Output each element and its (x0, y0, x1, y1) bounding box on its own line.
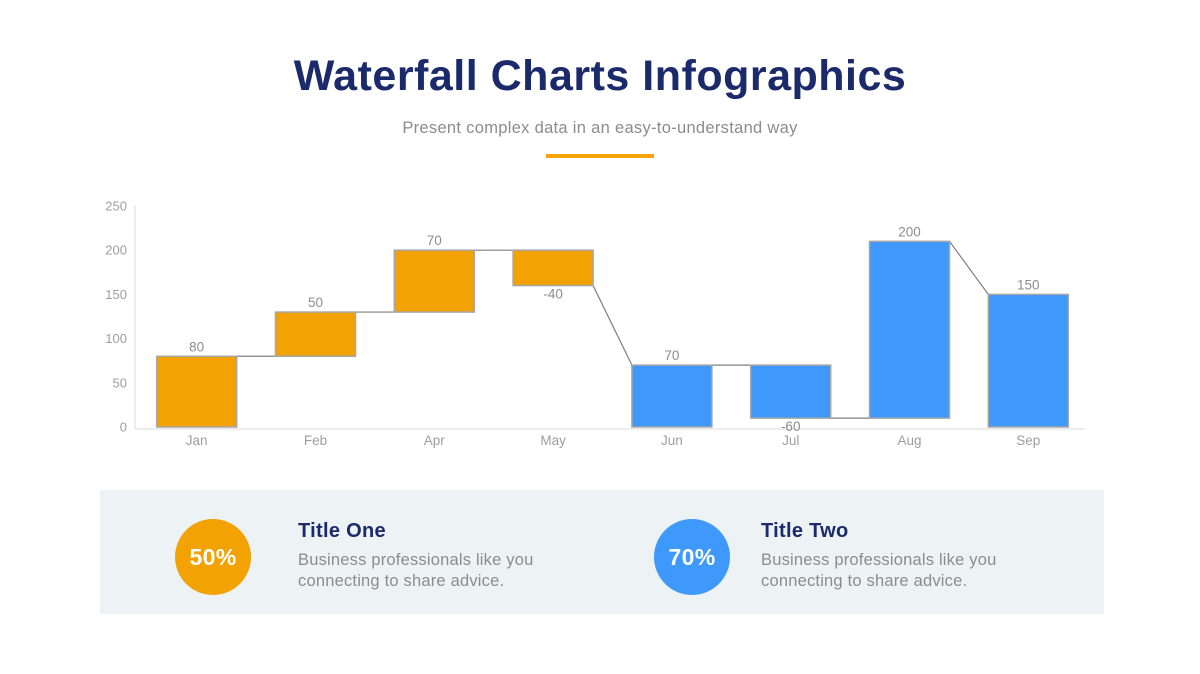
bar-apr (393, 249, 476, 313)
waterfall-chart: 0 50 100 150 200 250 80 Jan 50 Feb 70 Apr -40 May 70 Ju… (0, 188, 1200, 460)
y-tick-label: 150 (105, 287, 127, 302)
bar-value-label: -60 (781, 419, 801, 434)
x-axis-label: Jan (186, 433, 208, 448)
bar-aug (868, 240, 951, 419)
x-axis-label: Apr (424, 433, 446, 448)
percent-badge-one: 50% (175, 519, 251, 595)
y-tick-label: 250 (105, 199, 127, 214)
bar-value-label: -40 (543, 287, 563, 302)
card-two-desc-line1: Business professionals like you (761, 551, 997, 569)
x-axis-label: Aug (897, 433, 921, 448)
card-one-text: Title One Business professionals like yo… (298, 520, 533, 592)
card-one-desc-line2: connecting to share advice. (298, 572, 505, 590)
bar-value-label: 150 (1017, 277, 1040, 292)
y-tick-label: 50 (113, 375, 127, 390)
slide-header: Waterfall Charts Infographics Present co… (0, 52, 1200, 138)
x-axis-label: Jul (782, 433, 799, 448)
bar-value-label: 50 (308, 295, 323, 310)
x-axis-label: Sep (1016, 433, 1040, 448)
connector-line (949, 241, 989, 295)
bar-jul (749, 364, 832, 419)
card-two-text: Title Two Business professionals like yo… (761, 520, 996, 592)
bar-value-label: 80 (189, 339, 204, 354)
x-axis-label: May (540, 433, 566, 448)
y-tick-label: 200 (105, 243, 127, 258)
card-two-desc-line2: connecting to share advice. (761, 572, 968, 590)
bar-jan (155, 355, 238, 428)
y-tick-label: 0 (120, 420, 127, 435)
card-two-title: Title Two (761, 520, 849, 542)
y-tick-label: 100 (105, 331, 127, 346)
card-one-description: Business professionals like you connecti… (298, 550, 533, 592)
bar-may (512, 249, 594, 287)
card-one-desc-line1: Business professionals like you (298, 551, 534, 569)
card-one: 50% Title One Business professionals lik… (175, 490, 655, 614)
x-axis-label: Feb (304, 433, 327, 448)
page-subtitle: Present complex data in an easy-to-under… (402, 119, 798, 137)
card-two-description: Business professionals like you connecti… (761, 550, 996, 592)
percent-badge-two: 70% (654, 519, 730, 595)
card-two: 70% Title Two Business professionals lik… (654, 490, 1104, 614)
page-title: Waterfall Charts Infographics (293, 52, 907, 100)
footer-cards-panel: 50% Title One Business professionals lik… (100, 490, 1104, 614)
bar-feb (274, 311, 357, 358)
bar-sep (987, 293, 1070, 428)
bar-value-label: 70 (427, 233, 442, 248)
bar-value-label: 200 (898, 224, 921, 239)
connector-line (592, 285, 633, 366)
bar-value-label: 70 (664, 348, 679, 363)
accent-divider (546, 154, 654, 158)
card-one-title: Title One (298, 520, 386, 542)
x-axis-label: Jun (661, 433, 683, 448)
bar-jun (631, 364, 713, 428)
waterfall-chart-svg: 0 50 100 150 200 250 80 Jan 50 Feb 70 Apr -40 May 70 Ju… (105, 199, 1085, 448)
